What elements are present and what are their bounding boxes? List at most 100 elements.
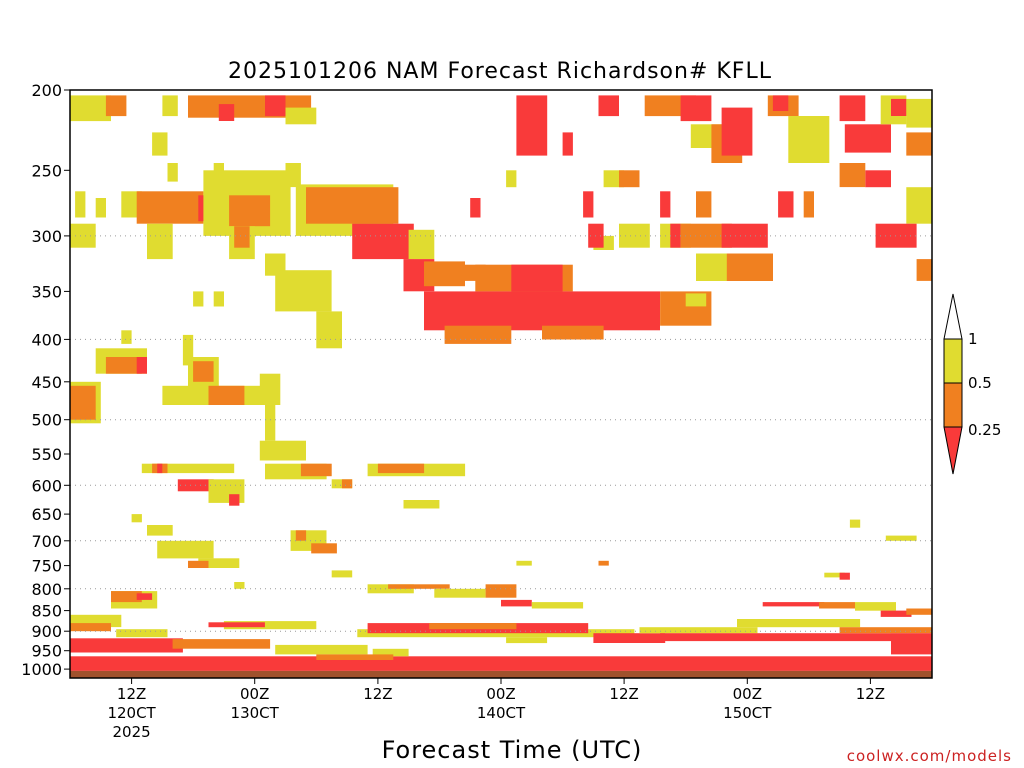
x-tick-label-3-1: 140CT bbox=[477, 704, 526, 722]
ri-cell-31 bbox=[603, 170, 625, 188]
ri-cell-7 bbox=[516, 95, 548, 156]
colorbar-bin-orange bbox=[943, 382, 963, 428]
ri-cell-138 bbox=[906, 608, 932, 615]
colorbar-top-arrow bbox=[943, 293, 963, 340]
ri-cell-133 bbox=[531, 602, 584, 609]
ri-cell-121 bbox=[849, 519, 861, 528]
ri-cell-30 bbox=[506, 170, 517, 188]
ri-cell-81 bbox=[213, 291, 224, 307]
ri-cell-35 bbox=[121, 191, 142, 218]
ri-cell-50 bbox=[70, 223, 96, 248]
x-tick-label-1-0: 00Z bbox=[240, 685, 269, 703]
ri-cell-1 bbox=[105, 95, 127, 117]
ri-cell-6 bbox=[285, 107, 317, 125]
ri-cell-152 bbox=[639, 627, 758, 634]
ri-cell-122 bbox=[885, 535, 917, 541]
y-tick-label-750: 750 bbox=[31, 557, 62, 576]
ri-cell-47 bbox=[778, 191, 794, 218]
ri-cell-58 bbox=[424, 261, 465, 287]
ri-cell-116 bbox=[188, 560, 209, 568]
ri-cell-16 bbox=[772, 95, 789, 111]
ri-cell-102 bbox=[341, 479, 353, 489]
ri-cell-0 bbox=[70, 95, 111, 122]
ri-cell-144 bbox=[223, 621, 317, 630]
ri-cell-95 bbox=[259, 440, 306, 461]
x-tick-label-3-0: 00Z bbox=[486, 685, 515, 703]
ri-cell-151 bbox=[593, 633, 666, 643]
ri-cell-118 bbox=[331, 570, 353, 578]
ri-cell-74 bbox=[696, 253, 732, 281]
ri-cell-25 bbox=[906, 98, 932, 128]
y-tick-label-900: 900 bbox=[31, 622, 62, 641]
ri-cell-93 bbox=[259, 373, 281, 405]
ri-cell-39 bbox=[229, 195, 271, 227]
plot-area bbox=[69, 89, 933, 679]
x-tick-label-0-0: 12Z bbox=[117, 685, 146, 703]
ri-cell-158 bbox=[372, 648, 409, 657]
ri-cell-84 bbox=[105, 357, 142, 374]
ri-cell-79 bbox=[316, 311, 342, 349]
ri-cell-85 bbox=[136, 357, 147, 374]
ri-cell-27 bbox=[167, 163, 178, 182]
ri-cell-130 bbox=[434, 588, 486, 598]
ri-cell-9 bbox=[598, 95, 619, 117]
ri-cell-55 bbox=[352, 223, 414, 260]
ri-cell-157 bbox=[70, 656, 932, 671]
ri-cell-114 bbox=[311, 543, 337, 554]
ri-cell-43 bbox=[470, 198, 481, 218]
ri-cell-4 bbox=[218, 104, 235, 121]
y-tick-label-550: 550 bbox=[31, 445, 62, 464]
ri-cell-21 bbox=[839, 163, 866, 188]
ri-cell-32 bbox=[619, 170, 640, 188]
ri-cell-145 bbox=[208, 622, 265, 628]
ri-cell-129 bbox=[388, 584, 450, 589]
ri-cell-127 bbox=[136, 593, 153, 600]
ri-cell-14 bbox=[721, 107, 753, 156]
ri-cell-49 bbox=[906, 187, 932, 224]
colorbar-label-1: 0.5 bbox=[968, 374, 992, 392]
y-tick-label-850: 850 bbox=[31, 602, 62, 621]
ri-cell-19 bbox=[844, 124, 891, 153]
ri-cell-131 bbox=[485, 584, 517, 598]
ri-cell-76 bbox=[875, 223, 917, 248]
ri-cell-135 bbox=[819, 602, 855, 609]
x-tick-label-5-1: 150CT bbox=[723, 704, 772, 722]
ri-cell-42 bbox=[331, 191, 378, 218]
ri-cell-20 bbox=[865, 170, 891, 188]
ri-cell-154 bbox=[737, 619, 861, 628]
x-tick-label-5-0: 00Z bbox=[733, 685, 762, 703]
ri-cell-124 bbox=[839, 572, 850, 580]
ground-band bbox=[70, 670, 932, 678]
ri-cell-149 bbox=[429, 623, 517, 630]
ri-cell-17 bbox=[788, 116, 830, 163]
ri-cell-137 bbox=[880, 610, 912, 617]
ri-cell-61 bbox=[511, 264, 563, 292]
ri-cell-45 bbox=[660, 191, 671, 218]
ri-cell-156 bbox=[891, 633, 932, 655]
y-tick-label-500: 500 bbox=[31, 411, 62, 430]
ri-cell-44 bbox=[583, 191, 594, 218]
ri-cell-96 bbox=[141, 463, 235, 474]
ri-cell-110 bbox=[147, 525, 173, 536]
x-tick-label-0-1: 120CT bbox=[107, 704, 156, 722]
x-tick-label-4-0: 12Z bbox=[609, 685, 638, 703]
ri-cell-56 bbox=[408, 229, 435, 260]
ri-cell-113 bbox=[295, 530, 307, 541]
ri-cell-78 bbox=[275, 270, 332, 312]
ri-cell-100 bbox=[300, 463, 332, 477]
ri-cell-107 bbox=[229, 494, 240, 506]
ri-cell-92 bbox=[70, 385, 96, 420]
ri-cell-141 bbox=[70, 638, 183, 653]
y-tick-label-650: 650 bbox=[31, 505, 62, 524]
ri-cell-159 bbox=[316, 654, 394, 660]
colorbar-label-2: 0.25 bbox=[968, 421, 1001, 439]
x-tick-label-1-1: 130CT bbox=[231, 704, 280, 722]
ri-cell-136 bbox=[855, 602, 896, 611]
y-tick-label-950: 950 bbox=[31, 642, 62, 661]
ri-cell-54 bbox=[265, 253, 286, 276]
y-tick-label-350: 350 bbox=[31, 282, 62, 301]
ri-cell-24 bbox=[906, 132, 932, 156]
ri-cell-48 bbox=[803, 191, 814, 218]
